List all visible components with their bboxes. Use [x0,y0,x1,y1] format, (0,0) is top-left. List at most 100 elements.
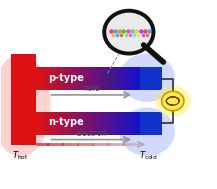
Bar [86,67,87,90]
Bar [126,67,127,90]
Bar [41,112,42,135]
Bar [112,67,113,90]
Bar [63,67,64,90]
Bar [122,112,123,135]
Bar [86,67,87,90]
Bar [73,112,74,135]
Bar [131,67,132,90]
Bar [107,112,108,135]
Bar [89,67,90,90]
Bar [105,112,106,135]
Bar [71,112,72,135]
Bar [114,67,115,90]
Bar [130,67,131,90]
Bar [132,67,133,90]
Bar [66,67,67,90]
Bar [111,67,112,90]
Bar [99,67,100,90]
Bar [114,112,115,135]
Bar [81,112,82,135]
Bar [50,67,51,90]
Bar [46,67,47,90]
Bar [76,112,77,135]
Bar [138,112,139,135]
Bar [70,67,71,90]
Circle shape [162,91,184,111]
Bar [78,67,79,90]
Bar [69,112,70,135]
Bar [51,67,52,90]
Bar [55,112,56,135]
Bar [50,112,51,135]
Bar [57,112,58,135]
Bar [121,67,122,90]
Bar [69,67,70,90]
Bar [58,67,59,90]
Bar [37,112,38,135]
Bar [107,67,108,90]
Bar [44,67,45,90]
Bar [57,67,58,90]
Bar [113,67,114,90]
Bar [48,67,49,90]
Bar [51,112,52,135]
Bar [91,67,92,90]
Bar [122,67,123,90]
Bar [85,112,86,135]
Bar [42,67,43,90]
Bar [138,67,139,90]
Bar [119,112,120,135]
Bar [115,112,116,135]
Bar [56,112,57,135]
Bar [39,112,40,135]
Bar [71,67,72,90]
Bar [101,67,102,90]
Bar [79,112,80,135]
Bar [113,112,114,135]
Bar [112,112,113,135]
Bar [134,112,135,135]
Bar [67,67,68,90]
Ellipse shape [0,54,51,157]
Bar [128,67,129,90]
Bar [77,112,78,135]
Bar [99,67,100,90]
Bar [99,112,100,135]
Bar [101,112,102,135]
Bar [45,67,46,90]
Bar [93,112,94,135]
Bar [53,67,54,90]
Bar [37,112,38,135]
Bar [79,67,80,90]
Bar [65,112,66,135]
Bar [137,112,138,135]
Bar [129,112,130,135]
Bar [127,112,128,135]
Bar [54,112,55,135]
Bar [93,112,94,135]
Bar [80,67,81,90]
Bar [101,112,102,135]
Bar [49,67,50,90]
Bar [52,112,53,135]
Bar [98,67,99,90]
Bar [50,67,51,90]
Bar [45,112,46,135]
Bar [65,67,66,90]
Bar [59,67,60,90]
Bar [41,67,42,90]
Bar [120,112,121,135]
Bar [110,67,111,90]
Bar [90,112,91,135]
Bar [105,67,106,90]
Text: electron: electron [76,129,107,138]
Bar [62,112,63,135]
Bar [91,112,92,135]
Bar [92,67,93,90]
Bar [133,67,134,90]
Bar [60,67,61,90]
Bar [49,112,50,135]
Bar [80,112,81,135]
Bar [44,112,45,135]
Bar [71,112,72,135]
